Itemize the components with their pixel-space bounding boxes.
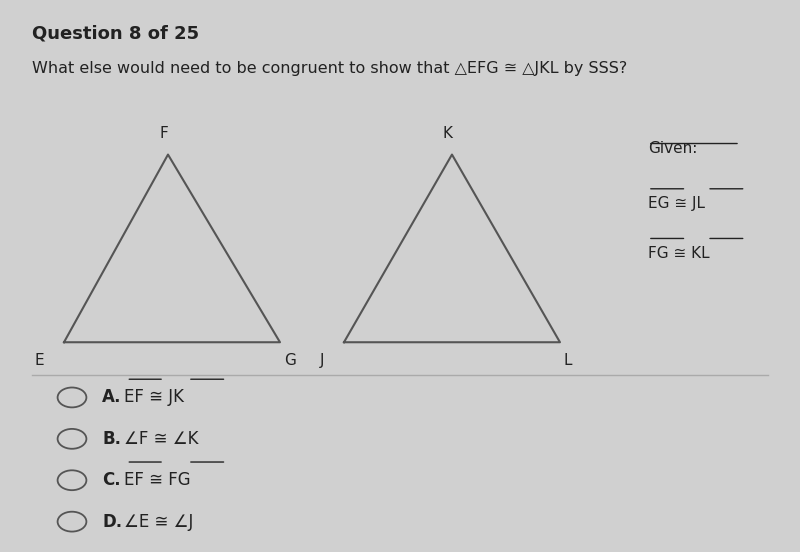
Text: FG ≅ KL: FG ≅ KL [648, 246, 710, 261]
Text: L: L [564, 353, 573, 368]
Text: G: G [284, 353, 296, 368]
Text: EF ≅ JK: EF ≅ JK [124, 389, 184, 406]
Text: ∠F ≅ ∠K: ∠F ≅ ∠K [124, 430, 198, 448]
Text: F: F [160, 126, 168, 141]
Text: Question 8 of 25: Question 8 of 25 [32, 25, 199, 43]
Text: EG ≅ JL: EG ≅ JL [648, 196, 705, 211]
Text: J: J [319, 353, 324, 368]
Text: E: E [34, 353, 44, 368]
Text: C.: C. [102, 471, 121, 489]
Text: ∠E ≅ ∠J: ∠E ≅ ∠J [124, 513, 194, 530]
Text: EF ≅ FG: EF ≅ FG [124, 471, 190, 489]
Text: Given:: Given: [648, 141, 698, 156]
Text: What else would need to be congruent to show that △EFG ≅ △JKL by SSS?: What else would need to be congruent to … [32, 61, 627, 76]
Text: B.: B. [102, 430, 122, 448]
Text: K: K [443, 126, 453, 141]
Text: D.: D. [102, 513, 122, 530]
Text: A.: A. [102, 389, 122, 406]
